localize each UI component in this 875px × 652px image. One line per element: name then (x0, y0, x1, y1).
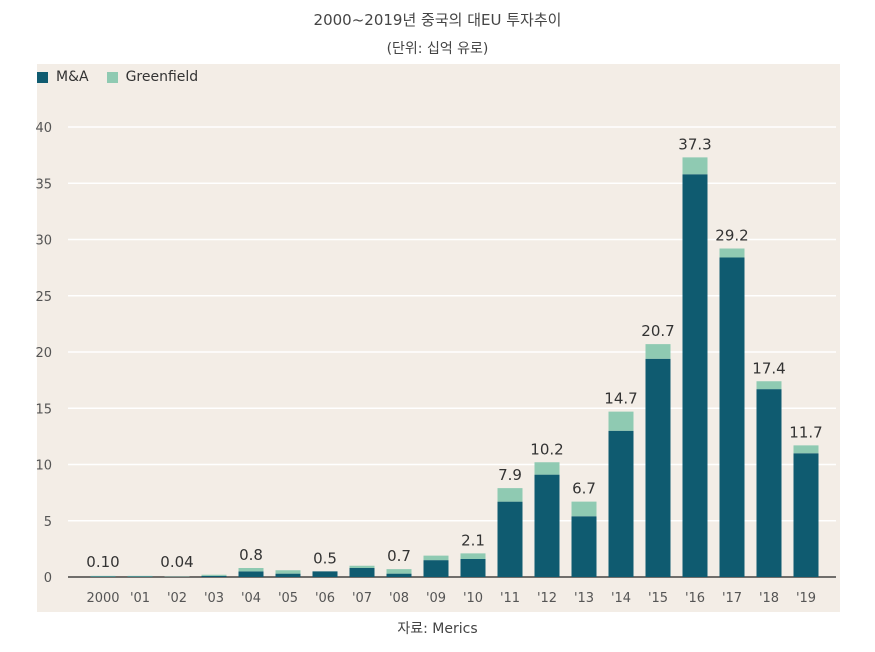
bar-mna (312, 571, 338, 577)
bar-greenfield (127, 575, 153, 577)
y-tick-label: 0 (44, 571, 52, 586)
bar-greenfield (608, 411, 634, 431)
data-label: 20.7 (641, 322, 674, 340)
bar-mna (423, 560, 449, 577)
data-label: 0.8 (239, 546, 263, 564)
y-tick-label: 30 (35, 234, 52, 249)
chart-title: 2000~2019년 중국의 대EU 투자추이 (313, 11, 562, 29)
bar-mna (275, 573, 301, 577)
bar-mna (571, 516, 597, 577)
legend-label-mna: M&A (56, 69, 89, 85)
bar-greenfield (275, 570, 301, 574)
y-tick-label: 15 (35, 402, 52, 417)
x-tick-label: '01 (130, 591, 150, 606)
legend-swatch-mna (37, 71, 48, 83)
x-tick-label: '04 (241, 591, 261, 606)
bar-greenfield (571, 501, 597, 517)
x-tick-label: '12 (537, 591, 557, 606)
bar-mna (793, 453, 819, 577)
bar-greenfield (497, 488, 523, 502)
bar-greenfield (682, 157, 708, 175)
data-label: 37.3 (678, 135, 711, 153)
legend-item-greenfield: Greenfield (106, 69, 199, 85)
data-label: 0.04 (160, 553, 193, 571)
data-label: 0.10 (86, 553, 119, 571)
data-label: 0.5 (313, 549, 337, 567)
x-tick-label: '11 (500, 591, 520, 606)
x-tick-label: '03 (204, 591, 224, 606)
legend-item-mna: M&A (37, 69, 89, 85)
y-tick-label: 40 (35, 121, 52, 136)
x-tick-label: '06 (315, 591, 335, 606)
x-tick-label: '14 (611, 591, 631, 606)
bar-mna (127, 576, 153, 577)
bar-mna (645, 358, 671, 577)
bar-mna (719, 257, 745, 577)
data-label: 7.9 (498, 466, 522, 484)
bar-mna (201, 575, 227, 577)
y-tick-label: 25 (35, 290, 52, 305)
bar-greenfield (238, 568, 264, 572)
bar-mna (497, 501, 523, 577)
bar-mna (349, 568, 375, 577)
x-tick-label: '08 (389, 591, 409, 606)
chart-subtitle: (단위: 십억 유로) (386, 41, 489, 57)
bar-mna (386, 573, 412, 577)
bar-mna (534, 474, 560, 577)
x-tick-label: '19 (796, 591, 816, 606)
y-tick-label: 20 (35, 346, 52, 361)
source-note: 자료: Merics (397, 621, 478, 637)
y-tick-label: 10 (35, 459, 52, 474)
bar-greenfield (386, 569, 412, 574)
bar-greenfield (645, 344, 671, 359)
data-label: 2.1 (461, 531, 485, 549)
bar-greenfield (349, 565, 375, 568)
bar-mna (90, 576, 116, 577)
bar-greenfield (534, 462, 560, 475)
data-label: 29.2 (715, 227, 748, 245)
y-tick-label: 35 (35, 177, 52, 192)
x-tick-label: '10 (463, 591, 483, 606)
data-label: 0.7 (387, 547, 411, 565)
legend-label-greenfield: Greenfield (125, 69, 199, 85)
bar-mna (682, 174, 708, 577)
data-label: 11.7 (789, 423, 822, 441)
x-tick-label: '13 (574, 591, 594, 606)
bar-greenfield (793, 445, 819, 454)
bar-mna (238, 571, 264, 577)
bar-greenfield (201, 574, 227, 576)
bar-greenfield (460, 553, 486, 559)
bar-mna (608, 430, 634, 577)
x-tick-label: 2000 (86, 591, 119, 606)
bar-mna (756, 389, 782, 577)
x-tick-label: '17 (722, 591, 742, 606)
legend-swatch-greenfield (106, 71, 118, 83)
x-tick-label: '09 (426, 591, 446, 606)
x-tick-label: '05 (278, 591, 298, 606)
data-label: 10.2 (530, 440, 563, 458)
bar-mna (460, 559, 486, 577)
x-tick-label: '15 (648, 591, 668, 606)
data-label: 14.7 (604, 390, 637, 408)
x-tick-label: '02 (167, 591, 187, 606)
legend: M&A Greenfield (37, 66, 216, 88)
bar-greenfield (423, 555, 449, 561)
x-tick-label: '18 (759, 591, 779, 606)
bar-greenfield (756, 381, 782, 390)
bar-greenfield (90, 575, 116, 577)
data-label: 6.7 (572, 480, 596, 498)
x-tick-label: '16 (685, 591, 705, 606)
bar-greenfield (719, 248, 745, 258)
data-label: 17.4 (752, 359, 785, 377)
y-tick-label: 5 (44, 515, 52, 530)
x-tick-label: '07 (352, 591, 372, 606)
